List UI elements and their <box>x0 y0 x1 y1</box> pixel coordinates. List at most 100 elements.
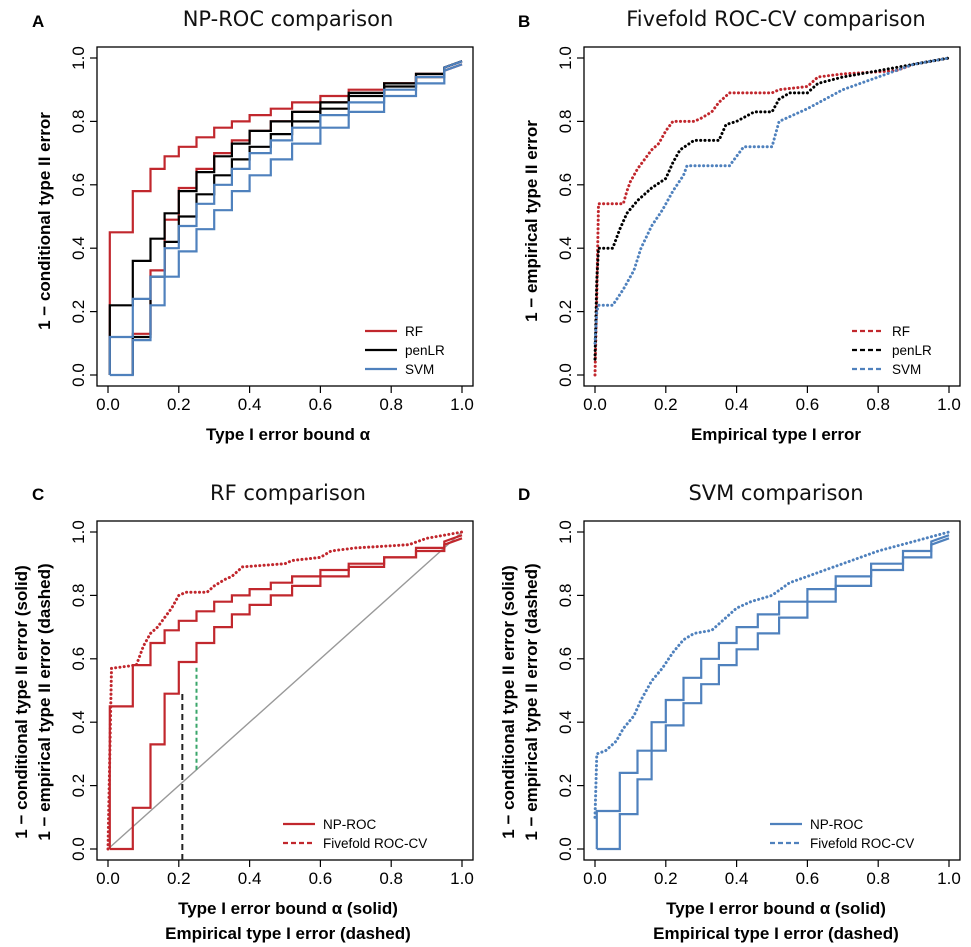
panel-c-y-tick-label: 0.0 <box>69 837 88 861</box>
panel-c-x-tick-label: 0.4 <box>238 869 262 888</box>
panel-b-y-tick-label: 0.2 <box>556 300 575 324</box>
panel-a-legend-label: penLR <box>405 343 445 358</box>
panel-d-series-fivefold-roc-cv-2 <box>593 530 951 819</box>
panel-c-y-tick-label: 0.8 <box>69 584 88 608</box>
panel-b-series-penlr-1 <box>593 56 951 361</box>
panel-a-title: NP-ROC comparison <box>183 7 394 31</box>
panel-c-x-tick-label: 0.2 <box>167 869 191 888</box>
panel-c: C RF comparison Type I error bound α (so… <box>12 481 474 943</box>
panel-a-y-tick-label: 0.4 <box>69 236 88 260</box>
panel-c-legend-label: Fivefold ROC-CV <box>323 836 427 851</box>
panel-b-y-tick-label: 0.8 <box>556 110 575 134</box>
panel-c-y-tick-label: 0.2 <box>69 774 88 798</box>
panel-a-y-tick-label: 0.2 <box>69 300 88 324</box>
panel-b-legend-label: SVM <box>892 362 921 377</box>
panel-c-x-label: Type I error bound α (solid) <box>178 899 398 918</box>
panel-c-x-tick-label: 0.8 <box>379 869 403 888</box>
panel-d-legend-label: Fivefold ROC-CV <box>810 836 914 851</box>
panel-b-y-tick-label: 0.0 <box>556 363 575 387</box>
panel-c-legend-label: NP-ROC <box>323 817 376 832</box>
panel-a-x-tick-label: 0.4 <box>238 395 262 414</box>
panel-a-series-svm-4 <box>108 60 463 375</box>
panel-c-diagonal-line <box>107 531 463 850</box>
panel-c-y-tick-label: 1.0 <box>69 520 88 544</box>
panel-d-x-tick-label: 0.0 <box>583 869 607 888</box>
panel-b-x-tick-label: 0.6 <box>796 395 820 414</box>
panel-a-plot-frame <box>96 46 474 387</box>
panel-d-legend-label: NP-ROC <box>810 817 863 832</box>
panel-c-series-np-roc-0 <box>108 537 463 849</box>
panel-d-x-tick-label: 1.0 <box>937 869 961 888</box>
panel-b-y-tick-label: 0.4 <box>556 236 575 260</box>
panel-b-x-tick-label: 0.4 <box>725 395 749 414</box>
panel-a-y-label: 1 − conditional type II error <box>35 112 54 330</box>
panel-c-y-tick-label: 0.6 <box>69 647 88 671</box>
panel-d-x-tick-label: 0.4 <box>725 869 749 888</box>
panel-b-x-tick-label: 0.8 <box>866 395 890 414</box>
panel-a-y-tick-label: 1.0 <box>69 46 88 70</box>
panel-d-series-np-roc-0 <box>595 534 950 849</box>
panel-b-series-rf-0 <box>593 56 951 377</box>
panel-b-y-tick-label: 1.0 <box>556 46 575 70</box>
panel-b-y-label: 1 − empirical type II error <box>522 120 541 322</box>
panel-a-x-label: Type I error bound α <box>206 425 371 444</box>
panel-d-y-tick-label: 0.0 <box>556 837 575 861</box>
panel-a-x-tick-label: 0.8 <box>379 395 403 414</box>
panel-b-x-label: Empirical type I error <box>691 425 861 444</box>
panel-d-x-tick-label: 0.2 <box>654 869 678 888</box>
panel-b-x-tick-label: 0.2 <box>654 395 678 414</box>
panel-b-series-svm-2 <box>593 56 951 345</box>
panel-c-x-tick-label: 0.0 <box>96 869 120 888</box>
panel-d-series-np-roc-1 <box>596 537 950 851</box>
panel-d-y-tick-label: 0.8 <box>556 584 575 608</box>
panel-d-x-label: Type I error bound α (solid) <box>666 899 886 918</box>
panel-c-x-label-2: Empirical type I error (dashed) <box>165 924 411 943</box>
panel-a-y-tick-label: 0.6 <box>69 173 88 197</box>
panel-c-series-fivefold-roc-cv-2 <box>106 530 464 851</box>
panel-b-title: Fivefold ROC-CV comparison <box>626 7 926 31</box>
panel-d-x-tick-label: 0.8 <box>866 869 890 888</box>
panel-c-title: RF comparison <box>210 481 366 505</box>
panel-a-series-penlr-3 <box>131 60 463 375</box>
panel-d-y-label-2: 1 − empirical type II error (dashed) <box>522 563 541 840</box>
panel-a-x-tick-label: 0.6 <box>309 395 333 414</box>
panel-d-y-tick-label: 0.2 <box>556 774 575 798</box>
panel-a-legend-label: SVM <box>405 362 434 377</box>
panel-c-y-tick-label: 0.4 <box>69 710 88 734</box>
panel-label-d: D <box>518 485 530 504</box>
panel-d: D SVM comparison Type I error bound α (s… <box>499 481 961 943</box>
panel-a-legend-label: RF <box>405 324 423 339</box>
panel-c-x-tick-label: 1.0 <box>450 869 474 888</box>
panel-d-y-tick-label: 0.6 <box>556 647 575 671</box>
panel-a: A NP-ROC comparison Type I error bound α… <box>32 7 474 444</box>
panel-b-plot-frame <box>583 46 961 387</box>
panel-d-plot-frame <box>583 520 961 861</box>
panel-b-x-tick-label: 1.0 <box>937 395 961 414</box>
panel-d-y-tick-label: 0.4 <box>556 710 575 734</box>
panel-a-y-tick-label: 0.8 <box>69 110 88 134</box>
panel-b-x-tick-label: 0.0 <box>583 395 607 414</box>
panel-c-plot-frame <box>96 520 474 861</box>
panel-c-y-label: 1 − conditional type II error (solid) <box>12 565 31 838</box>
panel-c-series-np-roc-1 <box>109 534 463 851</box>
panel-d-title: SVM comparison <box>688 481 863 505</box>
panel-d-y-tick-label: 1.0 <box>556 520 575 544</box>
panel-b-y-tick-label: 0.6 <box>556 173 575 197</box>
panel-d-x-tick-label: 0.6 <box>796 869 820 888</box>
panel-c-y-label-2: 1 − empirical type II error (dashed) <box>35 563 54 840</box>
panel-a-x-tick-label: 0.0 <box>96 395 120 414</box>
panel-a-y-tick-label: 0.0 <box>69 363 88 387</box>
panel-label-a: A <box>32 12 44 31</box>
panel-a-x-tick-label: 1.0 <box>450 395 474 414</box>
panel-label-b: B <box>518 12 530 31</box>
panel-a-series-svm-5 <box>109 63 463 377</box>
panel-b-legend-label: RF <box>892 324 910 339</box>
panel-c-x-tick-label: 0.6 <box>309 869 333 888</box>
panel-d-y-label: 1 − conditional type II error (solid) <box>499 565 518 838</box>
panel-b-legend-label: penLR <box>892 343 932 358</box>
panel-d-x-label-2: Empirical type I error (dashed) <box>653 924 899 943</box>
panel-b: B Fivefold ROC-CV comparison Empirical t… <box>518 7 961 444</box>
panel-label-c: C <box>32 485 44 504</box>
panel-a-x-tick-label: 0.2 <box>167 395 191 414</box>
